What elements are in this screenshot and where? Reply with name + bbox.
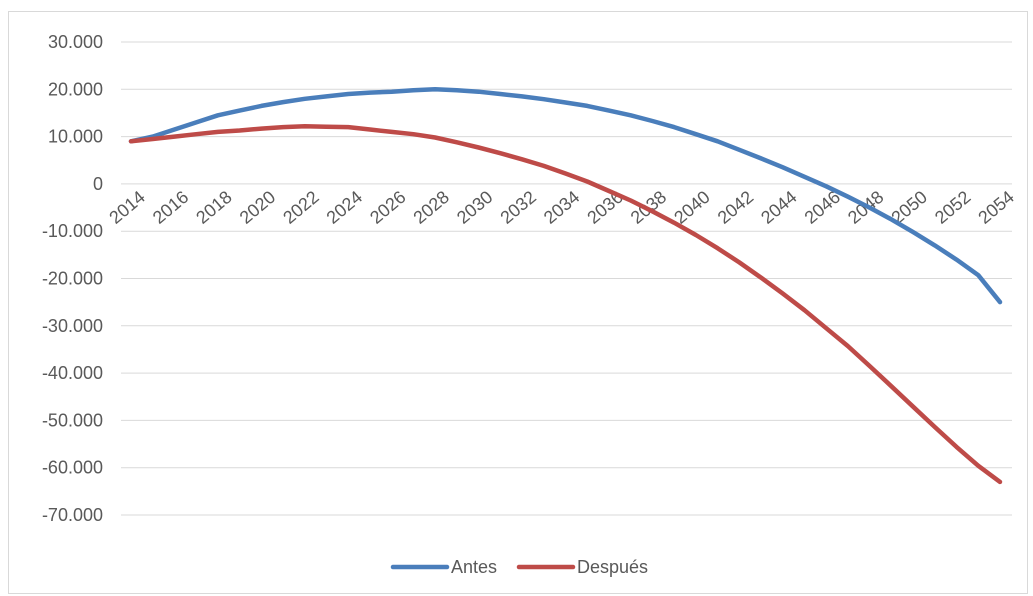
y-tick-label: -40.000 <box>42 363 103 383</box>
x-tick-label: 2054 <box>974 187 1018 228</box>
y-tick-label: -70.000 <box>42 505 103 525</box>
legend: Antes Después <box>390 557 648 577</box>
y-tick-label: -50.000 <box>42 410 103 430</box>
x-tick-label: 2020 <box>236 187 280 228</box>
x-tick-label: 2028 <box>410 187 454 228</box>
series-line-después <box>128 123 1003 485</box>
series-lines <box>128 87 1003 485</box>
x-tick-label: 2018 <box>192 187 236 228</box>
y-axis-tick-labels: 30.000 20.000 10.000 0 -10.000 -20.000 -30.000… <box>42 32 103 525</box>
x-tick-label: 2030 <box>453 187 497 228</box>
x-tick-label: 2026 <box>366 187 410 228</box>
x-tick-label: 2014 <box>105 187 149 228</box>
x-tick-label: 2034 <box>540 187 584 228</box>
x-tick-label: 2052 <box>931 187 975 228</box>
y-tick-label: -10.000 <box>42 221 103 241</box>
x-tick-label: 2016 <box>149 187 193 228</box>
legend-label: Después <box>577 557 648 577</box>
x-tick-label: 2022 <box>279 187 323 228</box>
x-tick-label: 2036 <box>583 187 627 228</box>
y-tick-label: 20.000 <box>48 79 103 99</box>
series-line-antes <box>128 87 1003 305</box>
x-tick-label: 2042 <box>714 187 758 228</box>
y-tick-label: 0 <box>93 174 103 194</box>
y-tick-label: 30.000 <box>48 32 103 52</box>
x-tick-label: 2044 <box>757 187 801 228</box>
x-axis-tick-labels: 2014 2016 2018 2020 2022 2024 2026 2028 2030 2032… <box>105 187 1018 228</box>
y-tick-label: -30.000 <box>42 316 103 336</box>
gridlines <box>121 41 1012 516</box>
x-tick-label: 2024 <box>323 187 367 228</box>
legend-label: Antes <box>451 557 497 577</box>
x-tick-label: 2032 <box>496 187 540 228</box>
y-tick-label: -60.000 <box>42 458 103 478</box>
chart-frame <box>8 11 1028 594</box>
y-tick-label: 10.000 <box>48 127 103 147</box>
y-tick-label: -20.000 <box>42 269 103 289</box>
